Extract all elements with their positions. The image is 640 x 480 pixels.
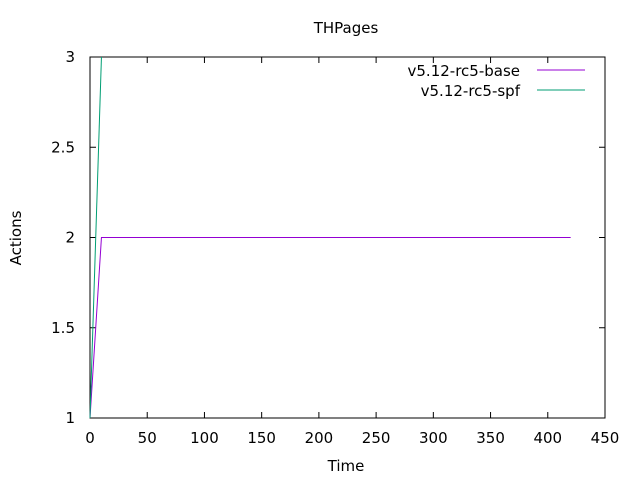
series-line-v5.12-rc5-spf	[89, 56, 102, 419]
x-tick-label: 150	[247, 429, 276, 447]
y-axis-label: Actions	[7, 210, 25, 265]
x-tick-label: 0	[85, 429, 95, 447]
x-tick-label: 300	[419, 429, 448, 447]
legend-label: v5.12-rc5-spf	[421, 82, 521, 100]
x-axis-label: Time	[327, 457, 365, 475]
chart-title: THPages	[313, 19, 379, 37]
legend-label: v5.12-rc5-base	[408, 62, 521, 80]
x-tick-label: 450	[591, 429, 620, 447]
x-axis: 0 50 100 150 200 250 300 350 400 450	[85, 57, 619, 447]
x-tick-label: 350	[476, 429, 505, 447]
x-tick-label: 50	[138, 429, 157, 447]
x-tick-label: 400	[533, 429, 562, 447]
legend: v5.12-rc5-base v5.12-rc5-spf	[408, 62, 585, 100]
series-line-v5.12-rc5-base	[89, 237, 571, 419]
y-tick-label: 2.5	[51, 138, 75, 156]
y-tick-label: 2	[65, 229, 75, 247]
x-tick-label: 100	[190, 429, 219, 447]
y-tick-label: 1	[65, 409, 75, 427]
series-layer	[89, 56, 571, 419]
y-axis: 1 1.5 2 2.5 3	[51, 48, 605, 427]
y-tick-label: 1.5	[51, 319, 75, 337]
y-tick-label: 3	[65, 48, 75, 66]
x-tick-label: 200	[305, 429, 334, 447]
x-tick-label: 250	[362, 429, 391, 447]
